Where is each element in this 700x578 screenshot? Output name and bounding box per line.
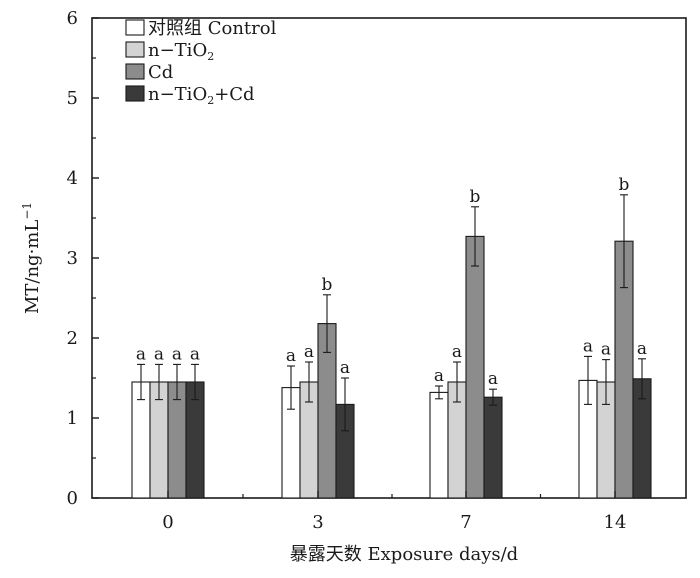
bar: [483, 396, 503, 499]
x-axis-title: 暴露天数 Exposure days/d: [290, 544, 518, 565]
y-tick-label: 0: [67, 488, 78, 509]
legend-swatch: [125, 85, 145, 102]
significance-letter: a: [452, 342, 462, 362]
legend-label-main: Cd: [148, 62, 173, 83]
significance-letter: a: [488, 369, 498, 389]
y-tick-label: 6: [67, 8, 78, 29]
y-tick-label: 3: [67, 248, 78, 269]
legend-label-main: n−TiO: [148, 84, 207, 105]
y-tick-label: 2: [67, 328, 78, 349]
y-tick-label: 4: [67, 168, 78, 189]
significance-letter: a: [340, 358, 350, 378]
significance-letter: a: [190, 344, 200, 364]
legend-label-suffix: +Cd: [214, 84, 254, 105]
significance-letter: a: [154, 344, 164, 364]
significance-letter: a: [601, 340, 611, 360]
bar: [465, 235, 485, 499]
legend-label: n−TiO2+Cd: [148, 84, 255, 107]
legend-label-main: n−TiO: [148, 40, 207, 61]
y-tick-label: 1: [67, 408, 78, 429]
legend-label-subscript: 2: [207, 94, 214, 107]
legend-swatch: [125, 41, 145, 58]
x-tick-label: 3: [312, 512, 323, 533]
x-tick-label: 14: [604, 512, 627, 533]
y-tick-label: 5: [67, 88, 78, 109]
significance-letter: a: [434, 366, 444, 386]
legend-label: n−TiO2: [148, 40, 214, 63]
significance-letter: a: [583, 336, 593, 356]
x-tick-label: 0: [162, 512, 173, 533]
y-axis-title: MT/ng·mL−1: [20, 202, 43, 314]
legend-label: 对照组 Control: [148, 18, 277, 39]
significance-letter: b: [470, 187, 481, 207]
significance-letter: a: [637, 339, 647, 359]
x-tick-label: 7: [460, 512, 471, 533]
bar: [429, 391, 449, 499]
significance-letter: b: [619, 175, 630, 195]
significance-letter: b: [322, 275, 333, 295]
significance-letter: a: [304, 342, 314, 362]
legend-label: Cd: [148, 62, 173, 83]
significance-letter: a: [136, 344, 146, 364]
significance-letter: a: [172, 344, 182, 364]
y-axis-title-superscript: −1: [20, 202, 34, 220]
y-axis-title-main: MT/ng·mL: [22, 220, 43, 314]
legend-label-subscript: 2: [207, 50, 214, 63]
legend-swatch: [125, 63, 145, 80]
legend-swatch: [125, 19, 145, 36]
significance-letter: a: [286, 346, 296, 366]
legend-label-main: 对照组 Control: [148, 18, 277, 39]
